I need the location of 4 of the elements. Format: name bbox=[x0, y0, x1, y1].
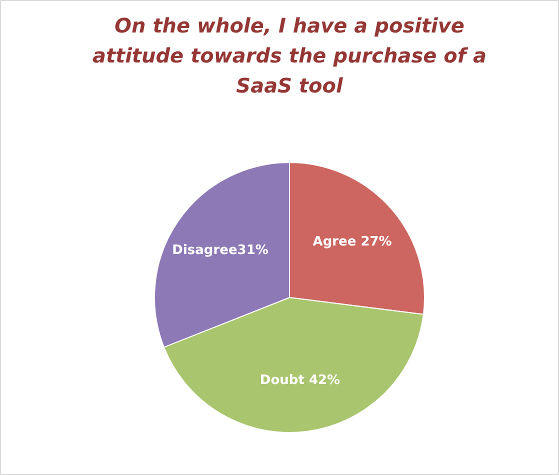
chart-title: On the whole, I have a positive attitude towards the purchase of a SaaS tool bbox=[92, 14, 487, 98]
slice-label: Agree 27% bbox=[312, 234, 392, 250]
slice-label: Doubt 42% bbox=[260, 373, 340, 388]
slice-label: Disagree31% bbox=[172, 242, 268, 258]
